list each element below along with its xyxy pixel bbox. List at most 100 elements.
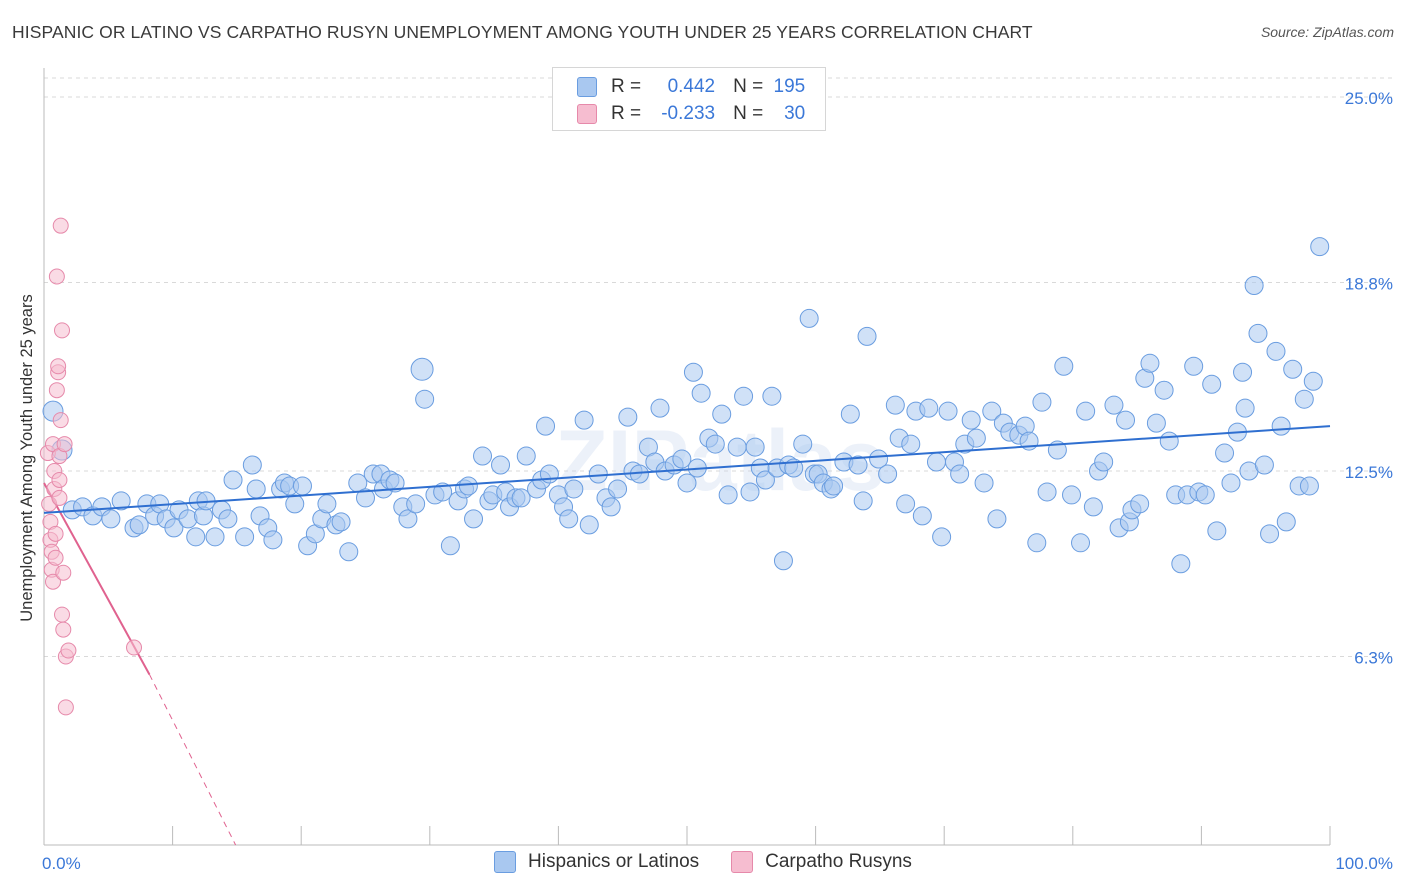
hispanics-point	[896, 494, 916, 514]
hispanics-point	[912, 506, 932, 526]
hispanics-point	[848, 455, 868, 475]
hispanics-point	[129, 515, 149, 535]
carpatho-point	[55, 564, 72, 581]
legend-item-label: Carpatho Rusyns	[765, 851, 912, 872]
hispanics-point	[1083, 497, 1103, 517]
carpatho-point	[55, 621, 72, 638]
n-value: 30	[784, 103, 806, 124]
hispanics-point	[1248, 323, 1268, 343]
hispanics-point	[919, 398, 939, 418]
carpatho-point	[57, 699, 74, 716]
hispanics-point	[579, 515, 599, 535]
carpatho-point	[47, 549, 64, 566]
hispanics-point	[1266, 341, 1286, 361]
hispanics-point	[491, 455, 511, 475]
hispanics-point	[840, 404, 860, 424]
hispanics-point	[246, 479, 266, 499]
hispanics-point	[857, 326, 877, 346]
hispanics-point	[869, 449, 889, 469]
hispanics-point	[799, 308, 819, 328]
legend-item-hispanics[interactable]: Hispanics or Latinos	[494, 851, 699, 873]
source-label: Source: ZipAtlas.com	[1260, 24, 1394, 40]
hispanics-point	[932, 527, 952, 547]
hispanics-point	[1184, 356, 1204, 376]
hispanics-point	[1094, 452, 1114, 472]
x-tick-label: 100.0%	[1335, 854, 1393, 873]
r-value: -0.233	[661, 103, 716, 124]
hispanics-point	[762, 386, 782, 406]
hispanics-point	[473, 446, 493, 466]
hispanics-point	[186, 527, 206, 547]
hispanics-point	[410, 357, 434, 381]
hispanics-point	[677, 473, 697, 493]
hispanics-point	[559, 509, 579, 529]
hispanics-point	[901, 434, 921, 454]
hispanics-point	[1104, 395, 1124, 415]
hispanics-point	[1244, 275, 1264, 295]
hispanics-point	[1071, 533, 1091, 553]
hispanics-point	[440, 536, 460, 556]
hispanics-point	[1130, 494, 1150, 514]
hispanics-point	[292, 476, 312, 496]
pink-swatch	[577, 104, 597, 124]
hispanics-point	[712, 404, 732, 424]
hispanics-point	[1154, 380, 1174, 400]
r-label: R =	[611, 103, 642, 124]
hispanics-point	[1076, 401, 1096, 421]
carpatho-point	[50, 358, 67, 375]
hispanics-point	[1215, 443, 1235, 463]
hispanics-point	[242, 455, 262, 475]
hispanics-trend-line	[43, 425, 1331, 514]
hispanics-point	[950, 464, 970, 484]
hispanics-point	[1303, 371, 1323, 391]
carpatho-point	[60, 642, 77, 659]
carpatho-point	[45, 573, 62, 590]
carpatho-trend-extension	[149, 674, 237, 846]
r-value: 0.442	[667, 76, 716, 97]
pink-swatch	[731, 851, 754, 873]
hispanics-point	[223, 470, 243, 490]
hispanics-point	[511, 488, 531, 508]
hispanics-point	[464, 509, 484, 529]
carpatho-point	[52, 412, 69, 429]
hispanics-point	[1195, 485, 1215, 505]
carpatho-point	[54, 322, 71, 339]
hispanics-point	[218, 509, 238, 529]
hispanics-point	[926, 452, 946, 472]
y-tick-labels: 6.3% 12.5% 18.8% 25.0%	[1345, 89, 1393, 668]
hispanics-point	[1283, 359, 1303, 379]
hispanics-point	[1207, 521, 1227, 541]
y-tick-label: 25.0%	[1345, 89, 1393, 108]
hispanics-point	[317, 494, 337, 514]
carpatho-point	[56, 436, 73, 453]
carpatho-point	[54, 606, 71, 623]
legend-item-carpatho[interactable]: Carpatho Rusyns	[731, 851, 912, 873]
hispanics-point	[691, 383, 711, 403]
hispanics-point	[1202, 374, 1222, 394]
hispanics-trend	[43, 425, 1331, 514]
hispanics-point	[755, 470, 775, 490]
hispanics-point	[1171, 554, 1191, 574]
hispanics-point	[331, 512, 351, 532]
hispanics-point	[1032, 392, 1052, 412]
hispanics-point	[356, 488, 375, 508]
hispanics-point	[385, 473, 405, 493]
r-label: R =	[611, 76, 642, 97]
carpatho-point	[48, 268, 65, 285]
hispanics-point	[1146, 413, 1166, 433]
hispanics-point	[1235, 398, 1255, 418]
hispanics-point	[1294, 389, 1314, 409]
n-label: N =	[733, 103, 764, 124]
hispanics-point	[878, 464, 898, 484]
hispanics-point	[178, 509, 198, 529]
y-tick-label: 12.5%	[1345, 463, 1393, 482]
hispanics-point	[1116, 410, 1136, 430]
hispanics-point	[718, 485, 738, 505]
hispanics-point	[1260, 524, 1280, 544]
hispanics-point	[683, 362, 703, 382]
hispanics-point	[853, 491, 873, 511]
legend-row-hispanics: R = 0.442 N = 195	[577, 76, 805, 98]
hispanics-point	[745, 437, 765, 457]
hispanics-point	[574, 410, 594, 430]
